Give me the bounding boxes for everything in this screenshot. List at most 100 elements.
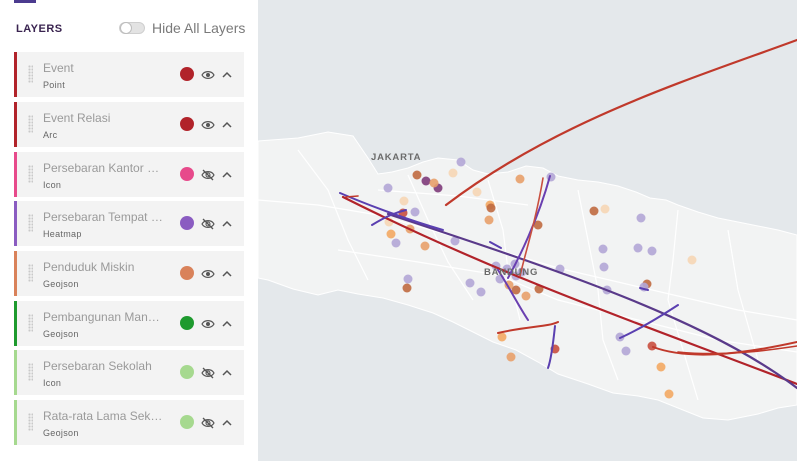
layers-panel: LAYERS Hide All Layers Event Point Event R… [0, 0, 258, 461]
drag-handle-icon[interactable] [28, 214, 33, 232]
event-point[interactable] [386, 229, 396, 239]
drag-handle-icon[interactable] [28, 264, 33, 282]
layer-row[interactable]: Pembangunan Manusia Geojson [14, 301, 244, 346]
chevron-up-icon[interactable] [221, 267, 233, 279]
event-point[interactable] [484, 215, 494, 225]
event-arc[interactable] [444, 38, 797, 207]
layer-color-swatch[interactable] [180, 167, 194, 181]
event-point[interactable] [656, 362, 666, 372]
event-arc[interactable] [547, 325, 556, 369]
event-arc[interactable] [341, 195, 797, 386]
eye-icon[interactable] [201, 68, 215, 80]
event-arc[interactable] [345, 195, 359, 198]
drag-handle-icon[interactable] [28, 413, 33, 431]
event-point[interactable] [621, 346, 631, 356]
event-point[interactable] [476, 287, 486, 297]
event-point[interactable] [664, 389, 674, 399]
event-point[interactable] [599, 262, 609, 272]
event-point[interactable] [687, 255, 697, 265]
event-point[interactable] [420, 241, 430, 251]
event-arc[interactable] [519, 177, 544, 277]
chevron-up-icon[interactable] [221, 366, 233, 378]
hide-all-layers-toggle[interactable] [119, 22, 145, 34]
layer-type: Icon [43, 378, 62, 388]
layer-row[interactable]: Rata-rata Lama Sekolah Geojson [14, 400, 244, 445]
layer-type: Geojson [43, 428, 79, 438]
chevron-up-icon[interactable] [221, 168, 233, 180]
event-point[interactable] [647, 246, 657, 256]
event-point[interactable] [511, 285, 521, 295]
event-point[interactable] [410, 207, 420, 217]
layer-row[interactable]: Persebaran Tempat Ibadah Heatmap [14, 201, 244, 246]
layer-name: Event Relasi [43, 111, 111, 125]
chevron-up-icon[interactable] [221, 217, 233, 229]
chevron-up-icon[interactable] [221, 68, 233, 80]
event-point[interactable] [412, 170, 422, 180]
layer-row[interactable]: Persebaran Sekolah Icon [14, 350, 244, 395]
event-point[interactable] [391, 238, 401, 248]
eye-off-icon[interactable] [201, 217, 215, 230]
event-point[interactable] [515, 174, 525, 184]
eye-off-icon[interactable] [201, 168, 215, 181]
event-point[interactable] [633, 243, 643, 253]
layer-row[interactable]: Persebaran Kantor Pos Icon [14, 152, 244, 197]
event-point[interactable] [598, 244, 608, 254]
event-point[interactable] [472, 187, 482, 197]
event-arc[interactable] [639, 287, 649, 291]
chevron-up-icon[interactable] [221, 317, 233, 329]
event-arc[interactable] [619, 304, 679, 339]
eye-icon[interactable] [201, 118, 215, 130]
event-arc[interactable] [507, 175, 551, 279]
layer-color-swatch[interactable] [180, 67, 194, 81]
event-arc[interactable] [489, 241, 502, 249]
chevron-up-icon[interactable] [221, 416, 233, 428]
event-point[interactable] [456, 157, 466, 167]
layer-color-swatch[interactable] [180, 216, 194, 230]
event-point[interactable] [450, 236, 460, 246]
layer-color-swatch[interactable] [180, 365, 194, 379]
event-point[interactable] [448, 168, 458, 178]
event-point[interactable] [383, 183, 393, 193]
event-point[interactable] [486, 203, 496, 213]
event-point[interactable] [421, 176, 431, 186]
eye-off-icon[interactable] [201, 416, 215, 429]
drag-handle-icon[interactable] [28, 363, 33, 381]
event-point[interactable] [465, 278, 475, 288]
event-point[interactable] [402, 283, 412, 293]
event-point[interactable] [647, 341, 657, 351]
layer-color-swatch[interactable] [180, 117, 194, 131]
event-point[interactable] [600, 204, 610, 214]
event-point[interactable] [429, 178, 439, 188]
layer-row[interactable]: Event Point [14, 52, 244, 97]
drag-handle-icon[interactable] [28, 165, 33, 183]
layer-color-swatch[interactable] [180, 266, 194, 280]
event-point[interactable] [403, 274, 413, 284]
event-arc[interactable] [386, 212, 797, 390]
event-arc[interactable] [497, 321, 559, 334]
event-point[interactable] [533, 220, 543, 230]
eye-off-icon[interactable] [201, 366, 215, 379]
layer-type: Point [43, 80, 66, 90]
event-point[interactable] [497, 332, 507, 342]
layer-row[interactable]: Penduduk Miskin Geojson [14, 251, 244, 296]
event-point[interactable] [506, 352, 516, 362]
drag-handle-icon[interactable] [28, 115, 33, 133]
eye-icon[interactable] [201, 317, 215, 329]
layer-color-bar [14, 152, 17, 197]
event-point[interactable] [589, 206, 599, 216]
layer-color-swatch[interactable] [180, 316, 194, 330]
map-canvas[interactable]: JAKARTA BANDUNG [258, 0, 797, 461]
event-point[interactable] [521, 291, 531, 301]
layer-row[interactable]: Event Relasi Arc [14, 102, 244, 147]
event-point[interactable] [399, 196, 409, 206]
event-arc[interactable] [497, 269, 529, 321]
drag-handle-icon[interactable] [28, 314, 33, 332]
active-tab-indicator [14, 0, 36, 3]
event-arc[interactable] [677, 345, 797, 355]
chevron-up-icon[interactable] [221, 118, 233, 130]
event-point[interactable] [636, 213, 646, 223]
layer-color-swatch[interactable] [180, 415, 194, 429]
drag-handle-icon[interactable] [28, 65, 33, 83]
event-arc[interactable] [371, 209, 407, 226]
eye-icon[interactable] [201, 267, 215, 279]
